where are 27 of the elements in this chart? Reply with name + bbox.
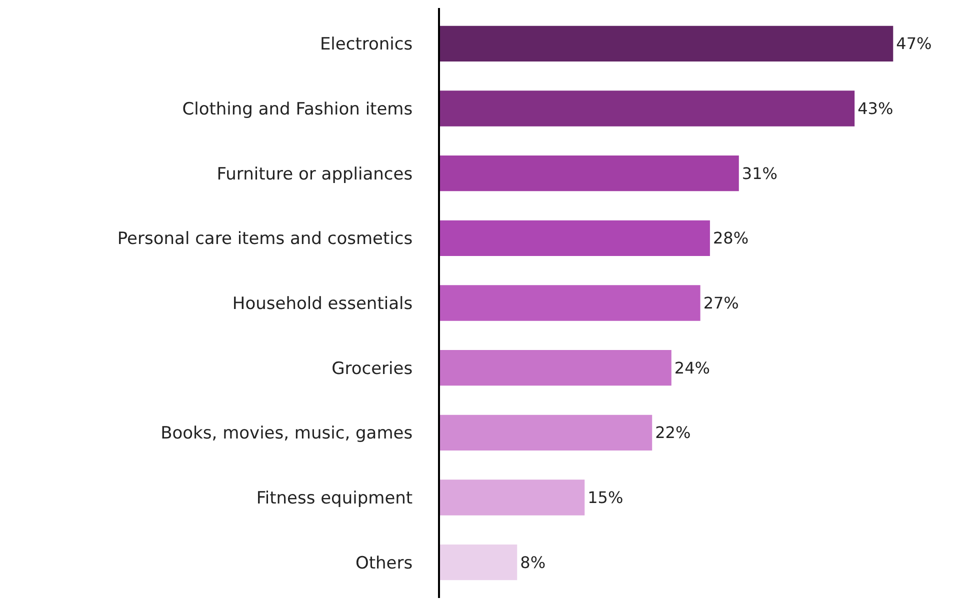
data-label: 28% (712, 228, 749, 248)
data-label: 22% (655, 423, 691, 442)
data-label: 27% (703, 294, 739, 312)
data-label: 8% (520, 552, 546, 572)
bar (440, 285, 700, 321)
bar (440, 90, 855, 126)
y-tick-label: Electronics (320, 34, 413, 55)
data-label: 15% (588, 488, 624, 508)
data-label: 31% (742, 164, 778, 183)
bar (440, 544, 518, 580)
y-tick-label: Books, movies, music, games (160, 424, 413, 444)
bar (440, 350, 672, 386)
y-tick-label: Household essentials (232, 294, 413, 314)
y-tick-label: Clothing and Fashion items (182, 99, 413, 120)
y-tick-label: Groceries (332, 358, 413, 379)
bar (440, 480, 585, 516)
y-tick-label: Fitness equipment (256, 488, 413, 508)
y-tick-label: Furniture or appliances (216, 164, 413, 184)
bar (440, 26, 894, 62)
bar (440, 156, 739, 192)
y-tick-label: Others (355, 553, 413, 574)
y-tick-label: Personal care items and cosmetics (117, 229, 413, 250)
bar (440, 220, 710, 256)
data-label: 47% (896, 34, 932, 54)
data-label: 24% (674, 358, 710, 378)
data-label: 43% (858, 98, 894, 118)
bar (440, 414, 652, 450)
